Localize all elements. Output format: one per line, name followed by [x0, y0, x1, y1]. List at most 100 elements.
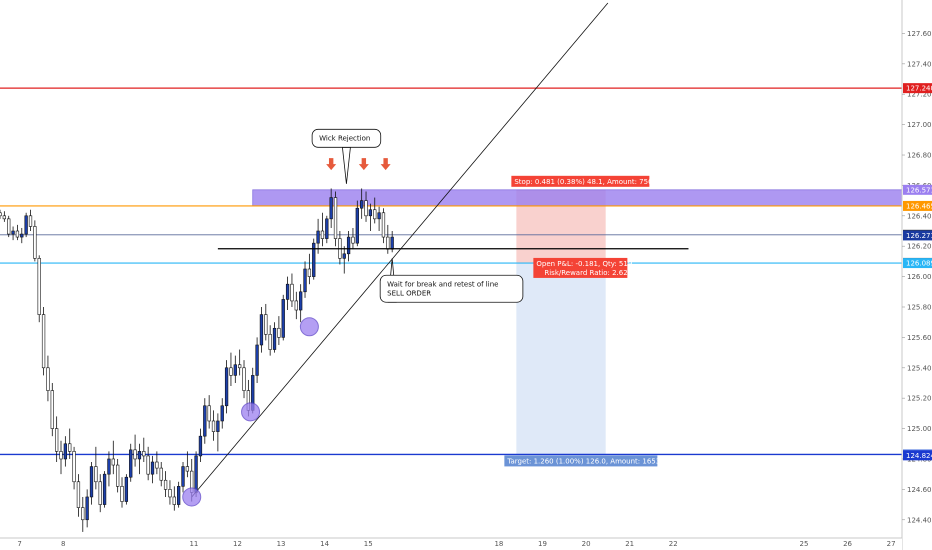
candle [360, 188, 364, 219]
candle [277, 316, 281, 345]
callout-text: SELL ORDER [387, 289, 431, 297]
touch-circle[interactable] [182, 487, 202, 507]
target-zone[interactable] [516, 262, 606, 455]
candle-body [7, 218, 11, 235]
price-tag-bg [903, 83, 932, 94]
price-tick-label: 126.800 [907, 152, 932, 160]
candle-body [137, 451, 142, 460]
price-tag: 124.824 [903, 450, 932, 461]
callout[interactable]: Wick Rejection [311, 128, 382, 184]
price-tag-bg [903, 184, 932, 195]
candle-body [116, 464, 120, 487]
candle-body [294, 300, 298, 311]
candle [386, 224, 390, 254]
time-tick-label: 20 [582, 540, 591, 548]
candlestick-series [0, 188, 394, 532]
candle-body [351, 236, 355, 244]
stop-label: Stop: 0.481 (0.38%) 48.1, Amount: 750.36 [511, 175, 664, 187]
candle-body [316, 230, 320, 244]
candle-body [15, 230, 20, 238]
candle-body [102, 473, 107, 505]
touch-circle[interactable] [299, 317, 319, 337]
callout-box [311, 128, 382, 148]
candle [94, 446, 98, 490]
touch-circle[interactable] [241, 402, 261, 422]
candle [272, 322, 277, 353]
candle [333, 191, 338, 247]
candle [168, 480, 172, 505]
candle [338, 231, 342, 265]
candle-body [98, 481, 102, 505]
price-tick-label: 126.400 [907, 212, 932, 220]
candle-body [320, 230, 325, 239]
risk-reward-text: Risk/Reward Ratio: 2.62 [544, 269, 627, 277]
candle [59, 440, 63, 475]
time-tick-label: 18 [494, 540, 503, 548]
candle [177, 481, 181, 508]
candle-body [233, 364, 237, 376]
candle-body [163, 479, 168, 490]
candle-body [133, 449, 137, 460]
candle [155, 451, 159, 475]
target-label-bg [504, 455, 658, 467]
price-tag-text: 126.465 [906, 202, 932, 210]
candle [381, 208, 386, 244]
candle-body [224, 367, 229, 407]
time-tick-label: 27 [887, 540, 896, 548]
candle-body [238, 364, 242, 369]
candle-body [41, 314, 46, 369]
candle [364, 191, 368, 222]
price-tag: 126.465 [903, 200, 932, 211]
candle [63, 436, 68, 467]
candle-body [76, 481, 81, 508]
open-pnl-bg [533, 257, 628, 278]
candle [198, 428, 203, 463]
candle [85, 489, 89, 528]
candle-body [111, 458, 115, 466]
candle-body [312, 242, 316, 277]
candle-body [342, 253, 346, 259]
candle-body [107, 458, 111, 475]
candle [7, 215, 11, 238]
candle-body [368, 209, 373, 217]
candle-body [129, 449, 133, 478]
candle-body [255, 344, 259, 376]
down-arrow-icon [380, 158, 391, 171]
candle-body [120, 486, 124, 502]
callout-text: Wait for break and retest of line [387, 280, 498, 288]
candle-body [181, 466, 185, 487]
candle-body [155, 461, 159, 469]
candle [146, 446, 150, 481]
trend-line[interactable] [191, 2, 609, 498]
candle-body [268, 334, 272, 350]
candle-body [50, 390, 54, 429]
candle [220, 398, 224, 429]
candle [2, 211, 7, 222]
price-tick-label: 127.400 [907, 60, 932, 68]
candle-body [381, 212, 386, 238]
candle [159, 462, 163, 487]
candle [255, 337, 259, 383]
candle-body [229, 367, 233, 376]
candle-body [303, 268, 307, 293]
candle-body [281, 299, 285, 338]
candle [216, 413, 220, 452]
candle-body [211, 420, 216, 432]
candle [124, 474, 129, 505]
callout-box [379, 274, 524, 303]
price-tag-text: 127.240 [906, 85, 932, 93]
price-tag-bg [903, 450, 932, 461]
candle [102, 471, 107, 508]
candle [41, 306, 46, 376]
candle-body [172, 496, 176, 505]
candle [307, 253, 312, 285]
candle-body [307, 268, 312, 277]
candle [81, 496, 85, 532]
candle-body [390, 236, 394, 250]
time-tick-label: 12 [233, 540, 242, 548]
candle [316, 218, 320, 254]
resistance-zone[interactable] [252, 189, 903, 207]
candle [129, 443, 133, 482]
